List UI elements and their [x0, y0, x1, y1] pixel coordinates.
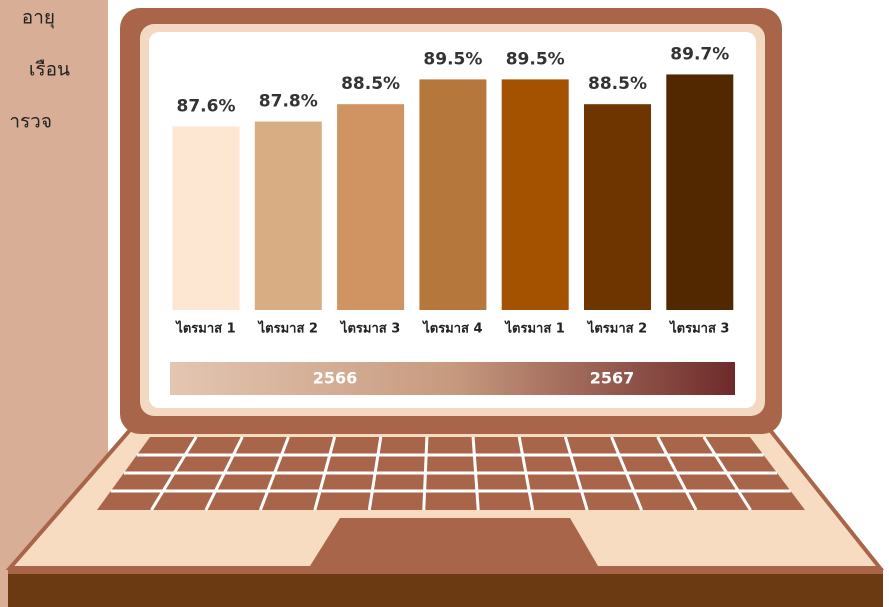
value-label: 87.6%	[177, 97, 236, 117]
key-col	[150, 436, 198, 511]
year-band	[170, 362, 735, 395]
key-lines	[110, 436, 791, 511]
category-label: ไตรมาส 2	[586, 320, 647, 337]
key-col	[471, 436, 480, 511]
category-label: ไตรมาส 3	[339, 320, 400, 337]
key-col	[313, 436, 337, 511]
side-text: อายุ	[22, 7, 55, 30]
key-col	[656, 436, 698, 511]
bar	[172, 126, 240, 311]
key-col	[563, 436, 589, 511]
laptop-edge-top	[8, 568, 883, 574]
side-text: ารวจ	[9, 111, 52, 133]
side-text: เรือน	[29, 59, 70, 81]
key-col	[204, 436, 244, 511]
bar	[419, 79, 487, 311]
laptop-edge	[8, 570, 883, 607]
bar	[666, 74, 734, 310]
chart: 87.6% ไตรมาส 1 87.8% ไตรมาส 2 88.5% ไตรมาส 3 8…	[172, 44, 734, 388]
category-label: ไตรมาส 1	[174, 320, 235, 337]
value-label: 88.5%	[588, 74, 647, 94]
key-col	[367, 436, 383, 511]
year-label: 2566	[313, 369, 358, 388]
category-label: ไตรมาส 4	[421, 320, 482, 337]
category-label: ไตรมาส 2	[257, 320, 318, 337]
trackpad	[310, 518, 598, 566]
category-label: ไตรมาส 1	[504, 320, 565, 337]
bar	[501, 79, 569, 311]
year-label: 2567	[590, 369, 635, 388]
value-label: 89.5%	[506, 49, 565, 69]
bar	[337, 104, 405, 310]
value-label: 89.7%	[670, 44, 729, 64]
bar	[584, 104, 651, 310]
value-label: 88.5%	[341, 74, 400, 94]
category-label: ไตรมาส 3	[668, 320, 729, 337]
key-col	[517, 436, 535, 511]
key-col	[422, 436, 429, 511]
key-col	[258, 436, 290, 511]
bar	[254, 121, 322, 310]
key-col	[702, 436, 752, 511]
key-col	[610, 436, 644, 511]
value-label: 87.8%	[259, 92, 318, 112]
value-label: 89.5%	[423, 49, 482, 69]
